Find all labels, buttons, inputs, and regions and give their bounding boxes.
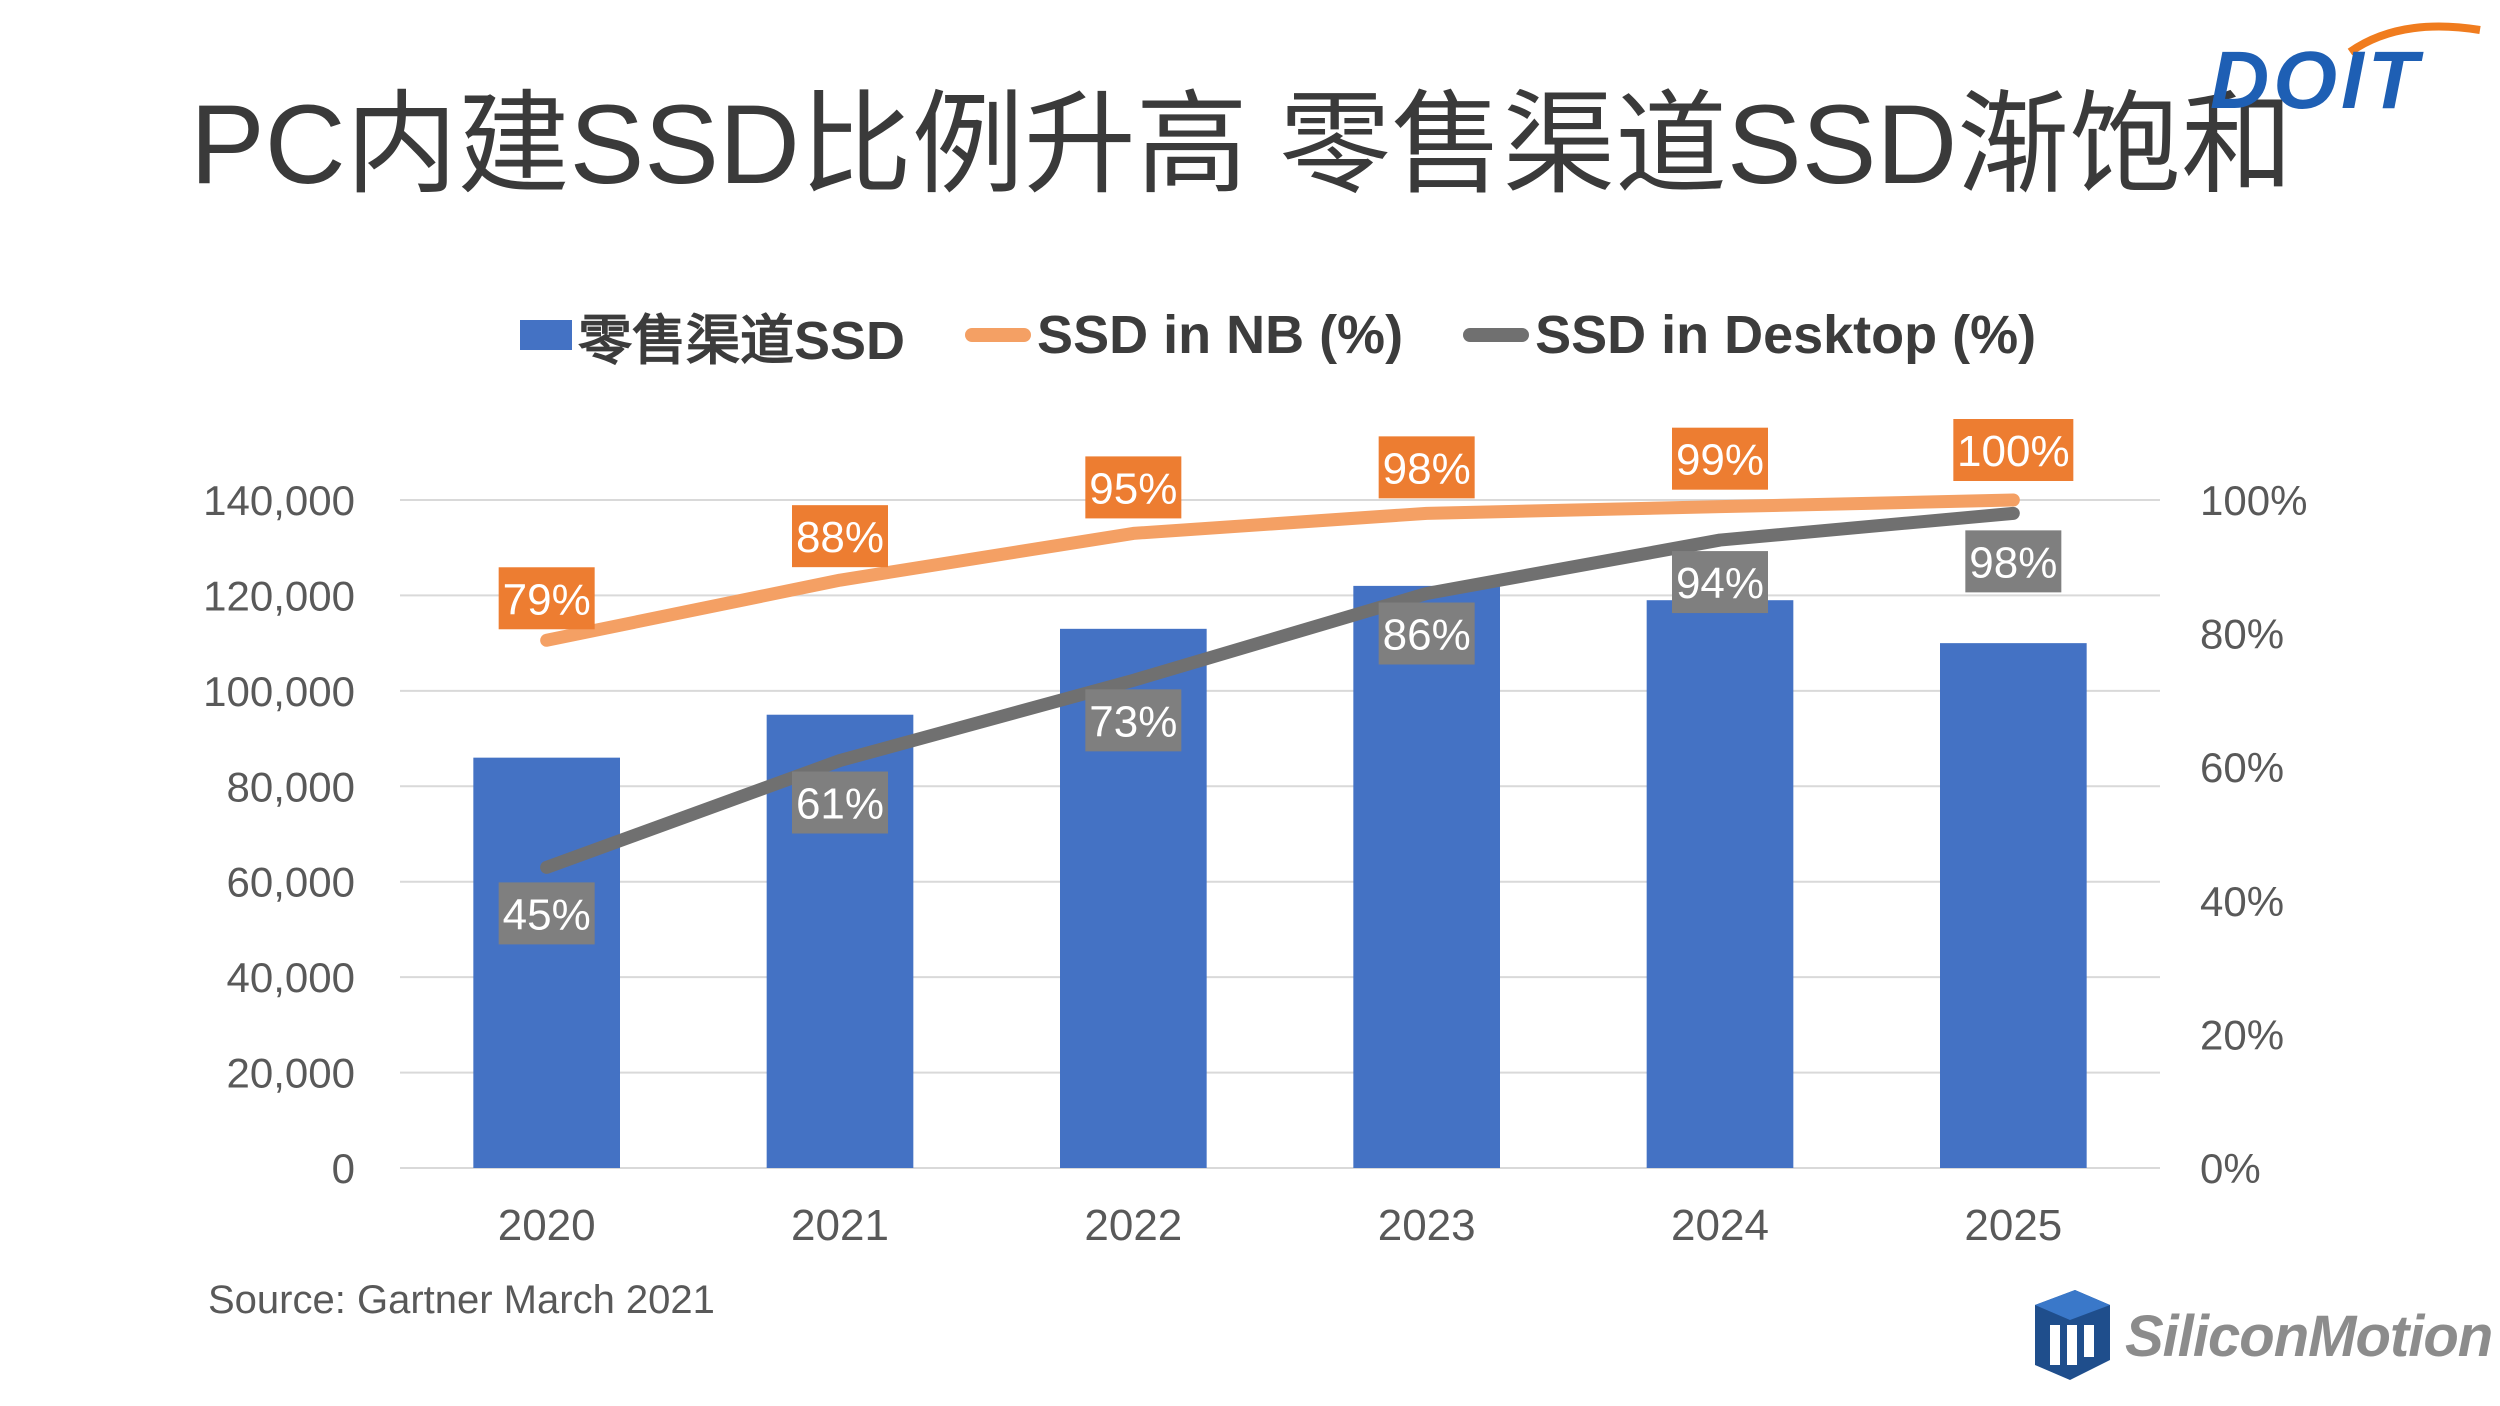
data-label-nb-bg bbox=[792, 505, 888, 568]
data-label-nb: 100% bbox=[1957, 427, 2070, 476]
data-label-desktop: 86% bbox=[1383, 611, 1471, 660]
x-tick-label: 2024 bbox=[1671, 1201, 1769, 1250]
siliconmotion-mark-icon bbox=[2035, 1290, 2110, 1380]
bar bbox=[473, 757, 620, 1168]
bar bbox=[1353, 585, 1500, 1168]
legend-label: SSD in NB (%) bbox=[1037, 305, 1404, 365]
legend-swatch-line bbox=[1463, 328, 1530, 342]
bar bbox=[1646, 600, 1794, 1168]
y-left-tick-label: 100,000 bbox=[203, 668, 355, 715]
data-label-nb-bg bbox=[1672, 427, 1768, 490]
data-label-desktop: 61% bbox=[796, 780, 884, 829]
y-left-tick-label: 0 bbox=[332, 1145, 355, 1192]
data-label-desktop-bg bbox=[1672, 551, 1768, 614]
y-right-tick-label: 40% bbox=[2200, 878, 2284, 925]
data-label-nb-bg bbox=[1953, 419, 2074, 481]
data-label-nb: 98% bbox=[1383, 444, 1471, 493]
data-label-desktop: 98% bbox=[1969, 538, 2057, 587]
y-left-tick-label: 80,000 bbox=[227, 763, 355, 810]
data-label-nb-bg bbox=[1085, 456, 1182, 519]
legend-label: 零售渠道SSD bbox=[578, 310, 906, 371]
data-label-desktop: 73% bbox=[1089, 697, 1177, 746]
doit-logo-text: DOIT bbox=[2210, 35, 2422, 126]
y-right-tick-label: 100% bbox=[2200, 477, 2307, 524]
data-label-nb: 79% bbox=[503, 575, 591, 624]
data-label-desktop: 94% bbox=[1676, 559, 1764, 608]
series-line-nb bbox=[540, 493, 2020, 647]
y-left-tick-label: 60,000 bbox=[227, 859, 355, 906]
data-label-nb: 99% bbox=[1676, 436, 1764, 485]
data-label-nb: 95% bbox=[1089, 464, 1177, 513]
y-right-tick-label: 80% bbox=[2200, 611, 2284, 658]
doit-logo: DOIT bbox=[2200, 12, 2500, 126]
legend-swatch-bar bbox=[520, 320, 572, 350]
bar bbox=[1940, 643, 2087, 1168]
siliconmotion-logo-text: SiliconMotion bbox=[2125, 1304, 2493, 1369]
x-tick-label: 2020 bbox=[498, 1201, 596, 1250]
y-right-tick-label: 60% bbox=[2200, 744, 2284, 791]
y-left-tick-label: 140,000 bbox=[203, 477, 355, 524]
legend-swatch-line bbox=[965, 328, 1032, 342]
data-label-desktop-bg bbox=[1378, 602, 1475, 665]
chart-legend: 零售渠道SSD SSD in NB (%) SSD in Desktop (%) bbox=[520, 300, 2036, 371]
legend-item-ssd-nb: SSD in NB (%) bbox=[965, 304, 1403, 366]
y-right-tick-label: 20% bbox=[2200, 1011, 2284, 1058]
series-line-desktop bbox=[540, 506, 2020, 874]
siliconmotion-logo: SiliconMotion bbox=[2025, 1285, 2495, 1385]
data-label-desktop-bg bbox=[1085, 689, 1182, 752]
x-tick-label: 2025 bbox=[1964, 1201, 2062, 1250]
x-tick-label: 2022 bbox=[1084, 1201, 1182, 1250]
y-left-tick-label: 40,000 bbox=[227, 954, 355, 1001]
legend-item-retail-ssd: 零售渠道SSD bbox=[520, 296, 905, 375]
page-title: PC内建SSD比例升高 零售渠道SSD渐饱和 bbox=[190, 82, 2294, 207]
data-label-desktop-bg bbox=[1965, 530, 2062, 593]
legend-item-ssd-desktop: SSD in Desktop (%) bbox=[1463, 304, 2036, 366]
doit-swoosh-icon bbox=[2347, 22, 2481, 56]
data-label-desktop: 45% bbox=[503, 890, 591, 939]
data-label-nb-bg bbox=[1378, 436, 1475, 499]
data-label-desktop-bg bbox=[792, 771, 888, 834]
y-left-tick-label: 20,000 bbox=[227, 1050, 355, 1097]
x-tick-label: 2021 bbox=[791, 1201, 889, 1250]
y-right-tick-label: 0% bbox=[2200, 1145, 2261, 1192]
y-left-tick-label: 120,000 bbox=[203, 572, 355, 619]
data-label-nb: 88% bbox=[796, 513, 884, 562]
x-tick-label: 2023 bbox=[1378, 1201, 1476, 1250]
data-label-nb-bg bbox=[498, 567, 595, 630]
legend-label: SSD in Desktop (%) bbox=[1535, 305, 2037, 365]
data-label-desktop-bg bbox=[498, 882, 595, 945]
source-note: Source: Gartner March 2021 bbox=[208, 1278, 715, 1322]
